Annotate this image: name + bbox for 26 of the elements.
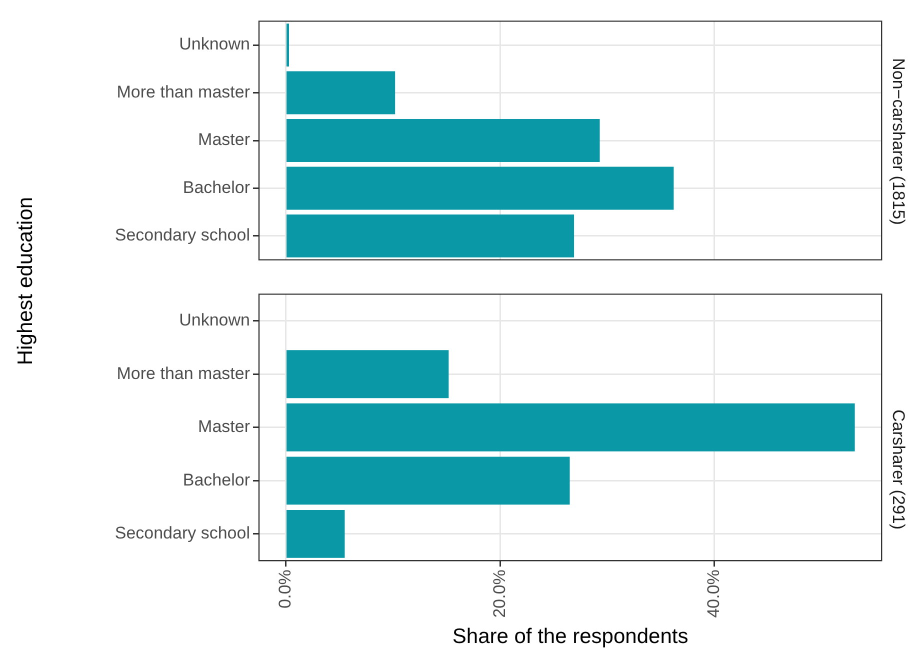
- bar: [286, 119, 600, 162]
- y-tick-label: Secondary school: [114, 524, 250, 543]
- x-tick-label: 20.0%: [490, 570, 509, 618]
- bar: [286, 166, 674, 210]
- y-axis-title: Highest education: [14, 196, 38, 365]
- x-tick-label: 0.0%: [275, 570, 294, 608]
- y-tick-label: More than master: [116, 364, 250, 383]
- bar: [286, 24, 290, 67]
- y-tick-label: Secondary school: [114, 226, 250, 245]
- x-tick-label: 40.0%: [704, 570, 724, 618]
- y-tick-label: Master: [198, 130, 250, 150]
- y-tick-label: Unknown: [179, 310, 250, 330]
- text: Carsharer (291): [889, 410, 908, 530]
- bar: [286, 71, 396, 114]
- bar: [286, 510, 345, 558]
- bar: [286, 350, 449, 398]
- y-tick-label: Bachelor: [182, 470, 250, 490]
- y-tick-label: Bachelor: [182, 178, 250, 197]
- bar: [286, 403, 855, 452]
- y-tick-label: Master: [198, 417, 250, 436]
- bar: [286, 214, 574, 258]
- y-tick-label: Unknown: [179, 34, 250, 54]
- bar: [286, 456, 570, 505]
- y-tick-label: More than master: [116, 82, 250, 102]
- text: Non−carsharer (1815): [889, 58, 908, 225]
- x-axis-title: Share of the respondents: [452, 625, 688, 648]
